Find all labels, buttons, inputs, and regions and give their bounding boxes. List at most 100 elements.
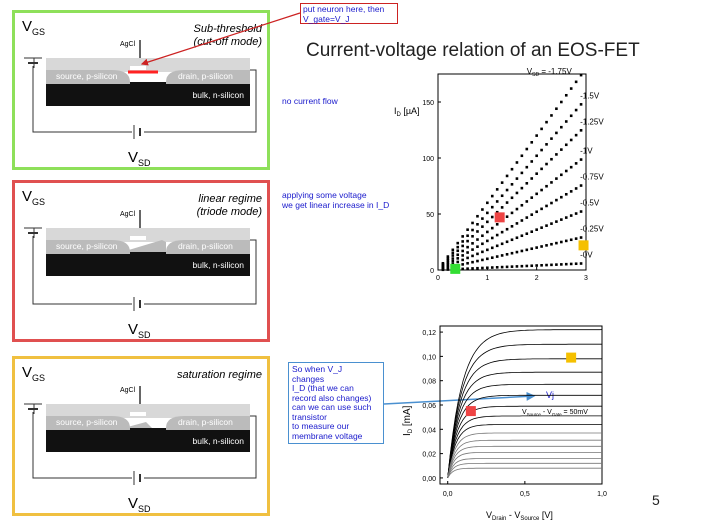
data-point (579, 262, 583, 265)
mode-label-line1: Sub-threshold (194, 23, 263, 35)
sd-wire-right (144, 239, 257, 305)
data-point (515, 161, 519, 164)
page-number: 5 (652, 492, 660, 508)
data-point (490, 246, 494, 250)
data-point (510, 238, 514, 242)
source-well (46, 70, 130, 84)
y-tick-label: 0,06 (422, 403, 436, 410)
data-point (490, 205, 494, 209)
data-point (569, 114, 573, 118)
data-point (574, 80, 578, 84)
drain-label: drain, p-silicon (178, 71, 233, 81)
x-tick-label: 2 (535, 275, 539, 282)
y-tick-label: 50 (426, 212, 434, 219)
data-point (564, 120, 568, 123)
y-axis-label: ID [mA] (402, 405, 414, 436)
data-point (461, 263, 464, 266)
data-point (535, 228, 538, 231)
data-point (525, 147, 529, 151)
data-point (466, 245, 469, 249)
data-point (466, 251, 469, 254)
y-tick-label: 0,00 (422, 476, 436, 483)
series-label: -0.5V (580, 199, 600, 208)
y-tick-label: 0,08 (422, 379, 436, 386)
state-marker (494, 212, 505, 223)
data-point (505, 240, 509, 244)
data-point (560, 148, 563, 151)
data-point (481, 242, 484, 246)
data-point (574, 187, 578, 190)
iv-curve (447, 452, 602, 479)
data-point (530, 141, 534, 144)
data-point (574, 108, 578, 112)
bulk-region (46, 428, 250, 452)
data-point (446, 264, 450, 268)
y-tick-label: 150 (422, 100, 434, 107)
data-point (495, 200, 499, 203)
data-point (555, 177, 558, 180)
iv-curve (447, 467, 602, 479)
data-point (564, 192, 568, 196)
data-point (495, 244, 499, 248)
data-point (505, 227, 509, 231)
data-point (530, 196, 534, 199)
iv-curve (447, 383, 602, 478)
data-point (490, 256, 494, 259)
membrane-note-line-4: can we can use such (292, 402, 372, 412)
data-point (569, 214, 573, 217)
data-point (486, 257, 489, 261)
drain-label: drain, p-silicon (178, 417, 233, 427)
vgs-label: VGS (22, 18, 45, 37)
data-point (451, 254, 455, 257)
data-point (540, 263, 543, 267)
membrane-note-line-6: to measure our (292, 421, 350, 431)
data-point (515, 250, 519, 254)
iv-curve (447, 358, 602, 478)
y-tick-label: 0,02 (422, 452, 436, 459)
data-point (540, 148, 543, 152)
data-point (520, 219, 524, 222)
data-point (471, 221, 474, 225)
data-point (525, 264, 529, 268)
data-point (555, 220, 558, 223)
data-point (535, 172, 538, 175)
data-point (530, 213, 534, 216)
state-marker (465, 406, 476, 417)
data-point (520, 154, 524, 158)
data-point (545, 263, 548, 267)
x-tick-label: 1,0 (597, 491, 607, 498)
source-label: source, p-silicon (56, 241, 118, 251)
data-point (535, 246, 538, 249)
data-point (500, 206, 504, 209)
data-point (500, 265, 504, 269)
mode-label-line2: (triode mode) (197, 206, 263, 218)
pinched-channel (124, 422, 152, 428)
vsd-label: VSD (128, 321, 151, 340)
data-point (564, 239, 568, 243)
data-point (525, 248, 529, 252)
data-point (486, 201, 489, 205)
data-point (495, 210, 499, 214)
data-point (510, 196, 514, 200)
data-point (579, 103, 583, 106)
data-point (550, 263, 553, 267)
x-tick-label: 0,5 (520, 491, 530, 498)
mode-label-line2: (cut-off mode) (194, 36, 263, 48)
iv-curve (447, 462, 602, 479)
data-point (446, 266, 450, 270)
neuron-note-line1: put neuron here, then (303, 4, 385, 14)
data-point (515, 207, 519, 211)
data-point (466, 256, 469, 260)
data-point (481, 225, 484, 228)
data-point (510, 167, 514, 171)
data-point (564, 93, 568, 97)
data-point (500, 194, 504, 198)
iv-curve (447, 458, 602, 479)
iv-curve (447, 424, 602, 478)
gate-gap (130, 236, 146, 240)
data-point (520, 171, 524, 175)
device-panel-saturation: VGS saturation regime VSD AgCl source, p-sil… (12, 356, 270, 516)
membrane-note-line-7: membrane voltage (292, 430, 363, 441)
data-point (574, 133, 578, 137)
